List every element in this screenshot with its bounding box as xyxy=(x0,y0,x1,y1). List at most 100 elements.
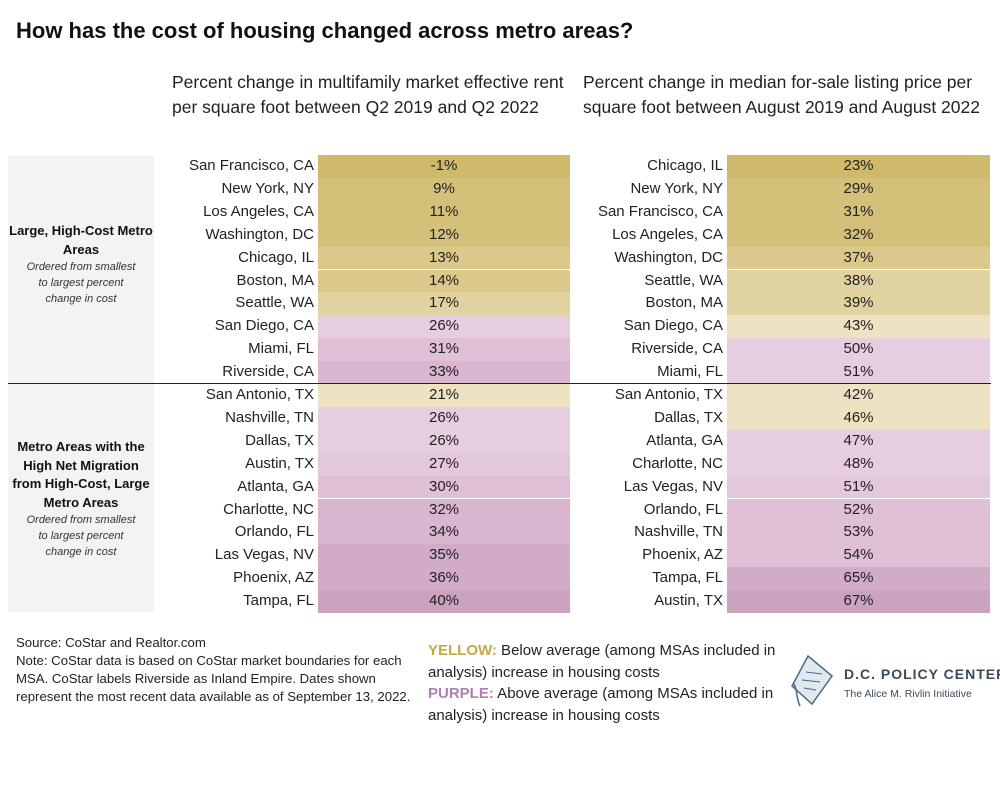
rent-metro-label: Seattle, WA xyxy=(168,292,314,316)
rent-row: Phoenix, AZ 36% xyxy=(168,567,570,591)
rent-value-cell: 9% xyxy=(318,177,570,201)
rent-row: Riverside, CA 33% xyxy=(168,361,570,384)
rent-value-cell: 26% xyxy=(318,406,570,430)
price-row: New York, NY 29% xyxy=(579,177,991,201)
price-metro-label: Austin, TX xyxy=(579,590,723,613)
rent-metro-label: Dallas, TX xyxy=(168,429,314,453)
price-value-cell: 38% xyxy=(727,269,990,293)
price-row: San Antonio, TX 42% xyxy=(579,384,991,407)
rent-row: Austin, TX 27% xyxy=(168,452,570,476)
rent-value-cell: 21% xyxy=(318,384,570,407)
rent-metro-label: Orlando, FL xyxy=(168,521,314,545)
price-value-cell: 54% xyxy=(727,544,990,568)
dc-policy-center-logo: D.C. POLICY CENTER The Alice M. Rivlin I… xyxy=(786,652,1000,712)
rent-row: Tampa, FL 40% xyxy=(168,590,570,613)
price-row: Orlando, FL 52% xyxy=(579,498,991,522)
legend-yellow: YELLOW: Below average (among MSAs includ… xyxy=(428,640,778,683)
group-sublabel-large-high-cost: Ordered from smallest to largest percent… xyxy=(26,261,136,305)
rent-value-cell: 40% xyxy=(318,590,570,613)
price-row: Chicago, IL 23% xyxy=(579,155,991,178)
price-row: Los Angeles, CA 32% xyxy=(579,223,991,247)
price-metro-label: Las Vegas, NV xyxy=(579,475,723,499)
price-value-cell: 32% xyxy=(727,223,990,247)
price-metro-label: Chicago, IL xyxy=(579,155,723,178)
price-value-cell: 39% xyxy=(727,292,990,316)
rent-metro-label: San Diego, CA xyxy=(168,315,314,339)
rent-value-cell: 32% xyxy=(318,498,570,522)
price-row: Miami, FL 51% xyxy=(579,361,991,384)
rent-value-cell: 26% xyxy=(318,429,570,453)
price-row: Riverside, CA 50% xyxy=(579,338,991,362)
group-label-high-net-migration: Metro Areas with the High Net Migration … xyxy=(12,439,150,510)
rent-value-cell: 36% xyxy=(318,567,570,591)
price-row: Dallas, TX 46% xyxy=(579,406,991,430)
left-column-header: Percent change in multifamily market eff… xyxy=(172,72,564,117)
legend-yellow-text: Below average (among MSAs included in an… xyxy=(428,642,776,681)
price-metro-label: San Antonio, TX xyxy=(579,384,723,407)
rent-row: San Diego, CA 26% xyxy=(168,315,570,339)
rent-row: Boston, MA 14% xyxy=(168,269,570,293)
rent-value-cell: 27% xyxy=(318,452,570,476)
price-value-cell: 53% xyxy=(727,521,990,545)
footer-notes: Source: CoStar and Realtor.com Note: CoS… xyxy=(16,634,416,706)
rent-metro-label: San Francisco, CA xyxy=(168,155,314,178)
group-label-large-high-cost: Large, High-Cost Metro Areas xyxy=(9,223,153,257)
rent-row: Los Angeles, CA 11% xyxy=(168,200,570,224)
rent-row: Nashville, TN 26% xyxy=(168,406,570,430)
price-value-cell: 47% xyxy=(727,429,990,453)
rent-value-cell: -1% xyxy=(318,155,570,178)
rent-row: Seattle, WA 17% xyxy=(168,292,570,316)
price-value-cell: 42% xyxy=(727,384,990,407)
price-metro-label: Washington, DC xyxy=(579,246,723,270)
price-value-cell: 65% xyxy=(727,567,990,591)
price-metro-label: Charlotte, NC xyxy=(579,452,723,476)
price-metro-label: San Diego, CA xyxy=(579,315,723,339)
rent-metro-label: Riverside, CA xyxy=(168,361,314,384)
rent-row: Orlando, FL 34% xyxy=(168,521,570,545)
price-metro-label: Nashville, TN xyxy=(579,521,723,545)
rent-metro-label: Austin, TX xyxy=(168,452,314,476)
rent-row: Atlanta, GA 30% xyxy=(168,475,570,499)
price-row: Boston, MA 39% xyxy=(579,292,991,316)
rent-metro-label: Washington, DC xyxy=(168,223,314,247)
source-text: Source: CoStar and Realtor.com xyxy=(16,635,206,650)
rent-value-cell: 11% xyxy=(318,200,570,224)
price-value-cell: 50% xyxy=(727,338,990,362)
price-value-cell: 67% xyxy=(727,590,990,613)
price-row: Nashville, TN 53% xyxy=(579,521,991,545)
rent-row: San Francisco, CA -1% xyxy=(168,155,570,178)
price-row: Charlotte, NC 48% xyxy=(579,452,991,476)
price-value-cell: 52% xyxy=(727,498,990,522)
rent-metro-label: Phoenix, AZ xyxy=(168,567,314,591)
rent-metro-label: Miami, FL xyxy=(168,338,314,362)
price-row: Phoenix, AZ 54% xyxy=(579,544,991,568)
rent-row: New York, NY 9% xyxy=(168,177,570,201)
price-metro-label: Boston, MA xyxy=(579,292,723,316)
rent-row: Dallas, TX 26% xyxy=(168,429,570,453)
rent-metro-label: Charlotte, NC xyxy=(168,498,314,522)
price-metro-label: Riverside, CA xyxy=(579,338,723,362)
logo-name: D.C. POLICY CENTER xyxy=(844,666,1000,682)
price-metro-label: New York, NY xyxy=(579,177,723,201)
rent-metro-label: Boston, MA xyxy=(168,269,314,293)
rent-metro-label: Las Vegas, NV xyxy=(168,544,314,568)
rent-row: Charlotte, NC 32% xyxy=(168,498,570,522)
rent-value-cell: 33% xyxy=(318,361,570,384)
rent-value-cell: 12% xyxy=(318,223,570,247)
rent-value-cell: 13% xyxy=(318,246,570,270)
rent-metro-label: Los Angeles, CA xyxy=(168,200,314,224)
price-value-cell: 48% xyxy=(727,452,990,476)
price-metro-label: Atlanta, GA xyxy=(579,429,723,453)
price-row: Tampa, FL 65% xyxy=(579,567,991,591)
legend-purple-key: PURPLE: xyxy=(428,685,494,702)
rent-metro-label: Chicago, IL xyxy=(168,246,314,270)
price-value-cell: 29% xyxy=(727,177,990,201)
legend-purple-text: Above average (among MSAs included in an… xyxy=(428,685,774,724)
rent-value-cell: 34% xyxy=(318,521,570,545)
rent-metro-label: New York, NY xyxy=(168,177,314,201)
price-metro-label: Dallas, TX xyxy=(579,406,723,430)
group-large-high-cost: Large, High-Cost Metro Areas Ordered fro… xyxy=(8,155,154,383)
price-row: Seattle, WA 38% xyxy=(579,269,991,293)
price-row: Washington, DC 37% xyxy=(579,246,991,270)
rent-value-cell: 14% xyxy=(318,269,570,293)
